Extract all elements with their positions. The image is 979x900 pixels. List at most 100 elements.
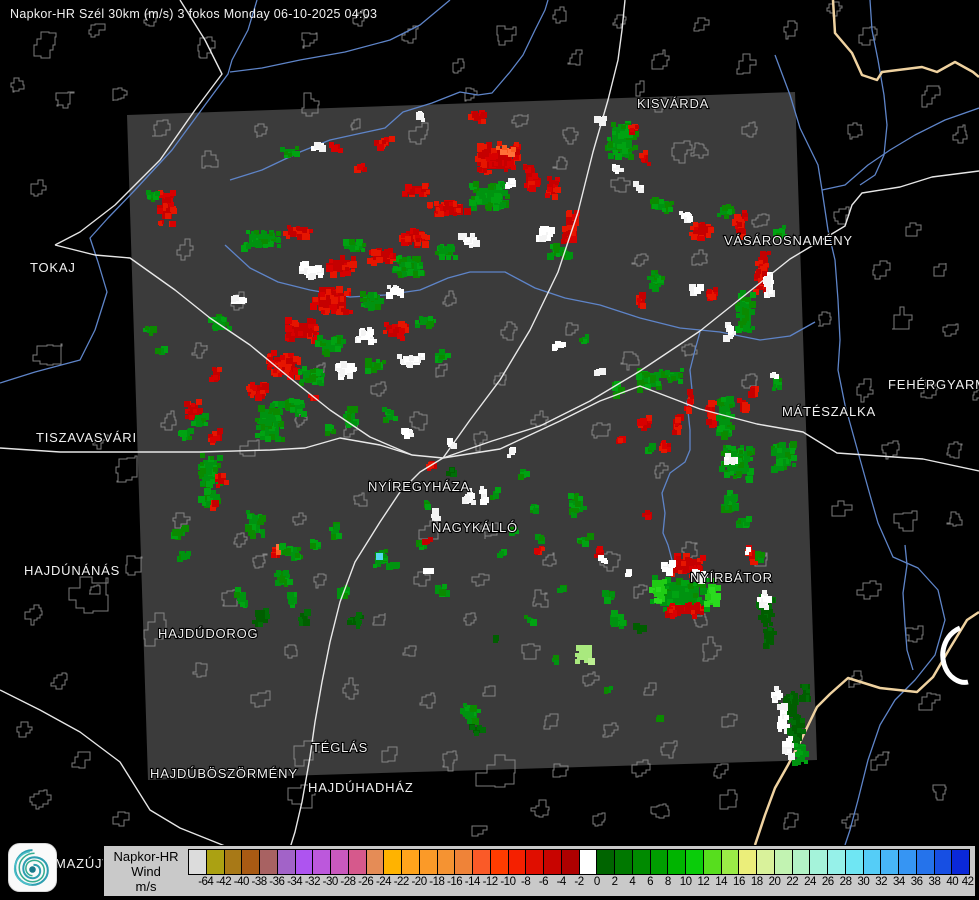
echo-cell: [469, 199, 476, 206]
echo-cell: [289, 336, 295, 342]
echo-cell: [758, 615, 763, 620]
road-line: [0, 437, 413, 456]
echo-cell: [336, 336, 341, 341]
echo-cell: [471, 500, 476, 505]
echo-cell: [273, 369, 277, 373]
echo-cell: [404, 357, 410, 363]
echo-cell: [422, 192, 427, 197]
echo-cell: [299, 381, 304, 386]
echo-cell: [608, 153, 614, 159]
echo-cell: [291, 333, 295, 337]
echo-cell: [789, 731, 794, 736]
settlement-outline: [471, 573, 490, 587]
echo-cell: [397, 354, 402, 359]
echo-cell: [601, 558, 605, 562]
echo-cell: [261, 534, 265, 538]
echo-cell: [165, 197, 171, 203]
echo-cell: [478, 152, 484, 158]
river-line: [774, 54, 946, 846]
settlement-outline: [693, 613, 708, 628]
echo-cell: [708, 400, 715, 407]
echo-cell: [155, 191, 160, 196]
echo-cell: [657, 276, 664, 283]
echo-cell: [582, 540, 589, 547]
echo-cell: [402, 267, 406, 271]
echo-cell: [685, 588, 689, 592]
echo-cell: [409, 430, 413, 434]
echo-cell: [496, 146, 500, 150]
legend-scale-value: 32: [875, 876, 888, 888]
echo-cell: [432, 515, 438, 521]
legend-cell: [418, 849, 438, 875]
echo-cell: [693, 582, 697, 586]
echo-cell: [783, 466, 787, 470]
echo-cell: [397, 267, 401, 271]
river-line: [821, 107, 979, 191]
echo-cell: [575, 501, 581, 507]
echo-cell: [415, 324, 419, 328]
city-label: TISZAVASVÁRI: [36, 430, 137, 445]
echo-cell: [748, 391, 755, 398]
echo-cell: [470, 706, 476, 712]
legend-scale-labels: -64 -42 -40 -38 -36 -34 -32 -30 -28 -26 -24 -22 -20-…: [188, 875, 974, 891]
echo-cell: [793, 717, 798, 722]
echo-cell: [262, 383, 269, 390]
settlement-outline: [631, 759, 651, 778]
echo-cell: [756, 269, 761, 274]
settlement-outline: [402, 645, 417, 657]
legend-cell: [685, 849, 704, 875]
echo-cell: [302, 366, 307, 371]
echo-cell: [477, 709, 481, 713]
settlement-outline: [591, 422, 611, 439]
echo-cell: [765, 263, 769, 267]
echo-cell: [746, 547, 751, 552]
echo-cell: [700, 600, 705, 605]
echo-cell: [721, 403, 725, 407]
echo-cell: [239, 298, 245, 304]
echo-cell: [528, 177, 533, 182]
echo-cell: [342, 593, 348, 599]
echo-cell: [645, 372, 650, 377]
legend-scale-value: 22: [786, 876, 799, 888]
echo-cell: [777, 385, 782, 390]
settlement-outline: [905, 222, 922, 237]
legend-title-block: Napkor-HR Wind m/s: [104, 846, 188, 896]
legend-cell: [738, 849, 757, 875]
echo-cell: [652, 203, 658, 209]
settlement-outline: [435, 363, 448, 378]
echo-cell: [535, 505, 539, 509]
settlement-outline: [530, 799, 550, 818]
settlement-outline: [858, 26, 878, 46]
echo-cell: [217, 455, 223, 461]
echo-cell: [729, 335, 733, 339]
echo-cell: [533, 508, 539, 514]
echo-cell: [334, 524, 340, 530]
echo-cell: [786, 710, 792, 716]
echo-cell: [321, 373, 325, 377]
echo-cell: [210, 456, 214, 460]
echo-cell: [296, 326, 301, 331]
echo-cell: [530, 619, 537, 626]
echo-cell: [482, 144, 487, 149]
echo-cell: [398, 255, 402, 259]
echo-cell: [691, 610, 696, 615]
echo-cell: [280, 147, 285, 152]
echo-cell: [217, 316, 224, 323]
echo-cell: [413, 271, 420, 278]
echo-cell: [337, 593, 343, 599]
echo-cell: [505, 194, 510, 199]
echo-cell: [299, 327, 304, 332]
echo-cell: [723, 205, 728, 210]
echo-cell: [613, 150, 618, 155]
echo-cell: [788, 753, 795, 760]
echo-cell: [280, 437, 285, 442]
echo-cell: [497, 141, 502, 146]
echo-cell: [622, 142, 629, 149]
settlement-outline: [350, 118, 361, 131]
echo-cell: [349, 239, 355, 245]
echo-cell: [736, 313, 741, 318]
settlement-outline: [89, 584, 101, 595]
echo-cell: [602, 590, 609, 597]
settlement-outline: [631, 253, 649, 267]
echo-cell: [286, 235, 290, 239]
